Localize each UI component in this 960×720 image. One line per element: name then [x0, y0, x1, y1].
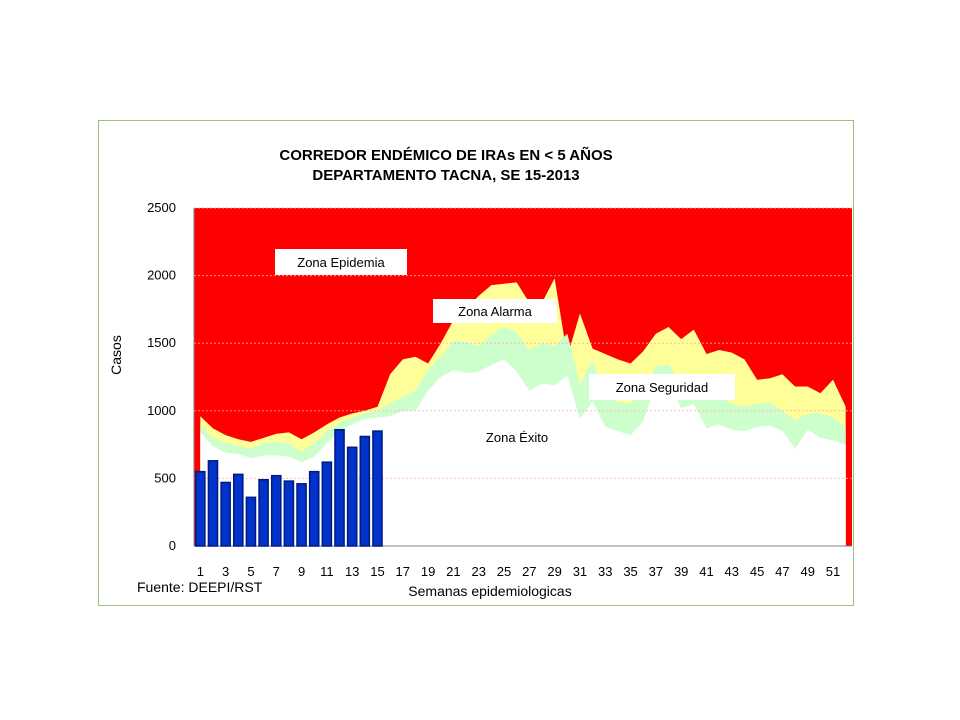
x-tick-label: 25 — [497, 564, 511, 579]
x-tick-label: 29 — [547, 564, 561, 579]
bar-week-1 — [195, 470, 206, 547]
zone-alarma-label: Zona Alarma — [458, 304, 532, 319]
bar-week-3 — [220, 481, 231, 547]
y-tick-label: 1000 — [147, 403, 176, 418]
x-tick-label: 1 — [197, 564, 204, 579]
chart-subtitle: DEPARTAMENTO TACNA, SE 15-2013 — [312, 167, 579, 184]
x-tick-label: 3 — [222, 564, 229, 579]
chart-title: CORREDOR ENDÉMICO DE IRAs EN < 5 AÑOS — [279, 146, 612, 164]
zone-seguridad-label-box — [589, 374, 735, 400]
x-axis-label: Semanas epidemiologicas — [408, 583, 571, 599]
x-axis-ticks: 1 3 5 7 9 11 13 15 17 19 21 23 25 27 29 31 33 35 37 39 41 43 4… — [197, 564, 841, 579]
x-tick-label: 43 — [725, 564, 739, 579]
bar-week-13 — [346, 446, 358, 547]
bars-layer — [195, 428, 383, 547]
bar-week-4 — [232, 473, 244, 547]
bar-week-10 — [308, 470, 320, 547]
zone-epidemia-label: Zona Epidemia — [297, 255, 385, 270]
bar-week-5 — [245, 496, 257, 547]
x-tick-label: 23 — [471, 564, 485, 579]
y-tick-label: 500 — [154, 470, 176, 485]
x-tick-label: 15 — [370, 564, 384, 579]
x-tick-label: 27 — [522, 564, 536, 579]
x-tick-label: 45 — [750, 564, 764, 579]
x-tick-label: 7 — [273, 564, 280, 579]
x-tick-label: 21 — [446, 564, 460, 579]
bar-week-12 — [334, 428, 345, 547]
bar-week-6 — [258, 479, 269, 547]
x-tick-label: 31 — [573, 564, 587, 579]
x-tick-label: 11 — [320, 564, 334, 579]
x-tick-label: 51 — [826, 564, 840, 579]
y-tick-label: 2500 — [147, 200, 176, 215]
bar-week-14 — [359, 435, 371, 547]
x-tick-label: 13 — [345, 564, 359, 579]
source-note: Fuente: DEEPI/RST — [137, 579, 263, 595]
zone-exito-label: Zona Éxito — [486, 430, 548, 445]
bar-week-2 — [207, 460, 219, 547]
x-tick-label: 17 — [396, 564, 410, 579]
bar-week-15 — [372, 430, 383, 547]
x-tick-label: 37 — [649, 564, 663, 579]
bar-week-8 — [283, 480, 295, 547]
grid-layer — [193, 207, 852, 547]
y-tick-label: 2000 — [147, 268, 176, 283]
y-axis-ticks: 0 500 1000 1500 2000 2500 — [147, 200, 176, 553]
x-tick-label: 19 — [421, 564, 435, 579]
x-tick-label: 47 — [775, 564, 789, 579]
x-tick-label: 39 — [674, 564, 688, 579]
x-tick-label: 33 — [598, 564, 612, 579]
zone-seguridad-label: Zona Seguridad — [616, 380, 709, 395]
zone-epidemia-label-box — [275, 249, 407, 275]
y-tick-label: 1500 — [147, 335, 176, 350]
bar-week-7 — [270, 474, 282, 547]
y-tick-label: 0 — [169, 538, 176, 553]
x-tick-label: 41 — [699, 564, 713, 579]
bar-week-9 — [296, 483, 307, 547]
zone-alarma-label-box — [433, 299, 557, 323]
x-tick-label: 49 — [800, 564, 814, 579]
x-tick-label: 5 — [247, 564, 254, 579]
bar-week-11 — [321, 461, 333, 547]
x-tick-label: 9 — [298, 564, 305, 579]
y-axis-label: Casos — [108, 335, 124, 375]
x-tick-label: 35 — [623, 564, 637, 579]
